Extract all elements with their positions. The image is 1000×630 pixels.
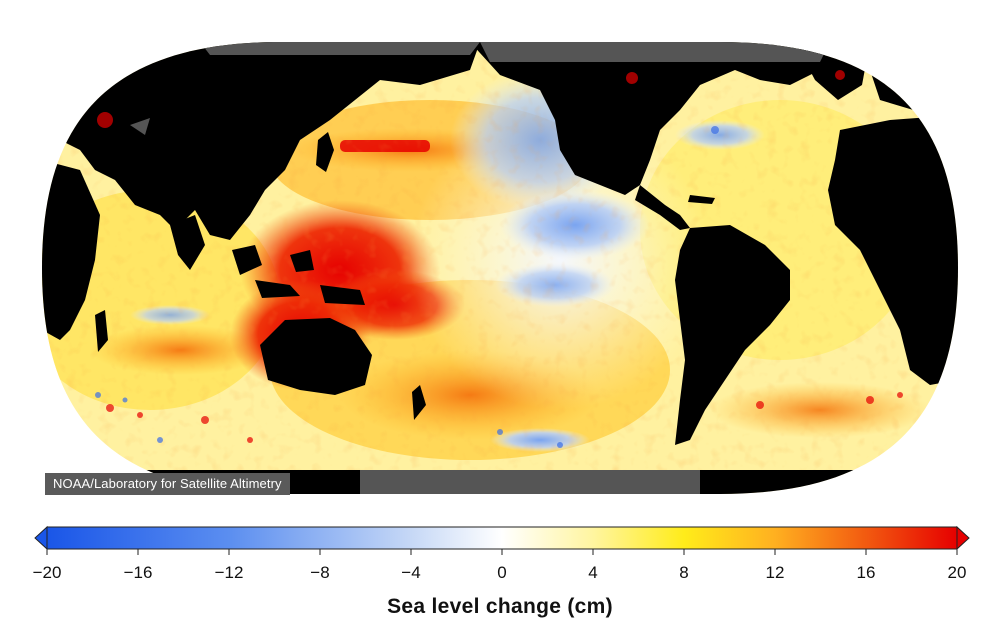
colorbar-extend-left xyxy=(34,525,48,551)
sea-ice xyxy=(130,42,830,494)
colorbar-tick-label: −12 xyxy=(214,563,244,582)
colorbar-tick-label: 16 xyxy=(856,563,876,582)
colorbar-title: Sea level change (cm) xyxy=(387,595,613,618)
colorbar-tick-label: 8 xyxy=(679,563,689,582)
colorbar-tick-label: −8 xyxy=(310,563,330,582)
colorbar-extend-right xyxy=(956,525,970,551)
sea-level-map xyxy=(42,42,958,494)
colorbar-tick-label: −4 xyxy=(401,563,421,582)
colorbar-tick-label: 0 xyxy=(497,563,507,582)
colorbar-gradient xyxy=(46,526,958,550)
credit-label: NOAA/Laboratory for Satellite Altimetry xyxy=(45,473,290,495)
colorbar-tick-label: −20 xyxy=(32,563,62,582)
colorbar: −20 −16 −12 −8 −4 0 4 8 12 16 20 Sea level change … xyxy=(0,515,1000,630)
colorbar-tick-label: 4 xyxy=(588,563,598,582)
colorbar-tick-label: 12 xyxy=(765,563,785,582)
colorbar-svg xyxy=(34,525,970,555)
colorbar-tick-label: −16 xyxy=(123,563,153,582)
colorbar-tick-label: 20 xyxy=(947,563,967,582)
world-map: NOAA/Laboratory for Satellite Altimetry xyxy=(42,42,958,495)
